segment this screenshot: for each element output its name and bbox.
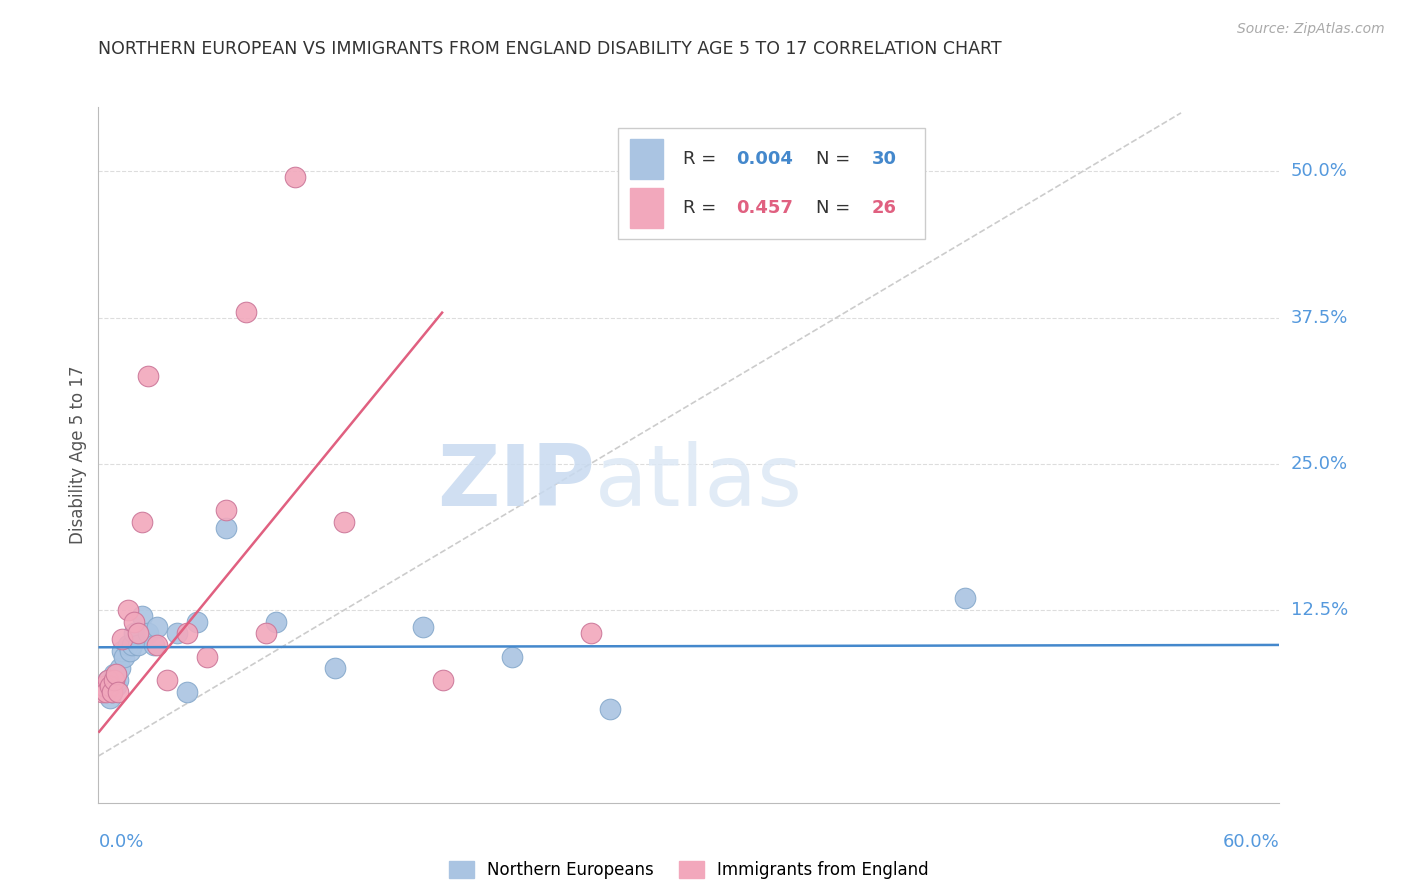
Point xyxy=(101,684,124,698)
Point xyxy=(215,503,238,517)
Point xyxy=(97,673,120,687)
Point xyxy=(122,626,145,640)
Text: atlas: atlas xyxy=(595,442,803,524)
Point xyxy=(93,679,115,693)
Text: R =: R = xyxy=(683,150,723,169)
Text: 60.0%: 60.0% xyxy=(1223,833,1279,851)
Point xyxy=(131,608,153,623)
Point xyxy=(107,673,129,687)
Text: 0.004: 0.004 xyxy=(737,150,793,169)
Point xyxy=(412,620,434,634)
Point xyxy=(105,679,128,693)
Point xyxy=(98,679,121,693)
Point xyxy=(146,638,169,652)
Point xyxy=(108,661,131,675)
Point xyxy=(166,626,188,640)
Text: N =: N = xyxy=(817,199,856,217)
Point xyxy=(176,626,198,640)
Point xyxy=(195,649,218,664)
Point xyxy=(323,661,346,675)
Text: NORTHERN EUROPEAN VS IMMIGRANTS FROM ENGLAND DISABILITY AGE 5 TO 17 CORRELATION : NORTHERN EUROPEAN VS IMMIGRANTS FROM ENG… xyxy=(98,40,1002,58)
Text: 12.5%: 12.5% xyxy=(1291,601,1348,619)
Point xyxy=(156,673,179,687)
Point xyxy=(284,170,307,185)
Point xyxy=(501,649,523,664)
Point xyxy=(215,521,238,535)
Point xyxy=(101,684,124,698)
Point xyxy=(122,615,145,629)
Text: 26: 26 xyxy=(872,199,897,217)
Point xyxy=(98,690,121,705)
Point xyxy=(235,304,257,318)
Point xyxy=(105,667,128,681)
Point xyxy=(111,632,134,646)
Point xyxy=(136,369,159,384)
Text: 0.0%: 0.0% xyxy=(98,833,143,851)
Point xyxy=(264,615,287,629)
Point xyxy=(579,626,602,640)
Point xyxy=(103,667,125,681)
Point xyxy=(91,684,114,698)
Legend: Northern Europeans, Immigrants from England: Northern Europeans, Immigrants from Engl… xyxy=(449,861,929,880)
Text: N =: N = xyxy=(817,150,856,169)
Point xyxy=(111,644,134,658)
Bar xyxy=(630,187,664,228)
Point xyxy=(254,626,277,640)
Point xyxy=(96,684,118,698)
Point xyxy=(333,515,356,529)
Point xyxy=(432,673,454,687)
Point xyxy=(103,673,125,687)
Point xyxy=(599,702,621,716)
Point xyxy=(146,620,169,634)
Point xyxy=(127,626,149,640)
Point xyxy=(953,591,976,606)
Text: 37.5%: 37.5% xyxy=(1291,309,1348,326)
Point xyxy=(93,679,115,693)
Text: Source: ZipAtlas.com: Source: ZipAtlas.com xyxy=(1237,22,1385,37)
Point xyxy=(142,638,165,652)
Text: 50.0%: 50.0% xyxy=(1291,162,1347,180)
Bar xyxy=(630,139,664,179)
Text: 30: 30 xyxy=(872,150,897,169)
Text: 25.0%: 25.0% xyxy=(1291,455,1348,473)
Point xyxy=(121,638,143,652)
Point xyxy=(136,626,159,640)
Y-axis label: Disability Age 5 to 17: Disability Age 5 to 17 xyxy=(69,366,87,544)
Point xyxy=(118,644,141,658)
Point xyxy=(112,649,135,664)
Point xyxy=(107,684,129,698)
Point xyxy=(97,673,120,687)
Point xyxy=(117,638,139,652)
Text: R =: R = xyxy=(683,199,723,217)
Point xyxy=(127,638,149,652)
Point xyxy=(186,615,208,629)
Point xyxy=(96,684,118,698)
Point xyxy=(176,684,198,698)
Text: ZIP: ZIP xyxy=(437,442,595,524)
Text: 0.457: 0.457 xyxy=(737,199,793,217)
FancyBboxPatch shape xyxy=(619,128,925,239)
Point xyxy=(117,603,139,617)
Point xyxy=(131,515,153,529)
